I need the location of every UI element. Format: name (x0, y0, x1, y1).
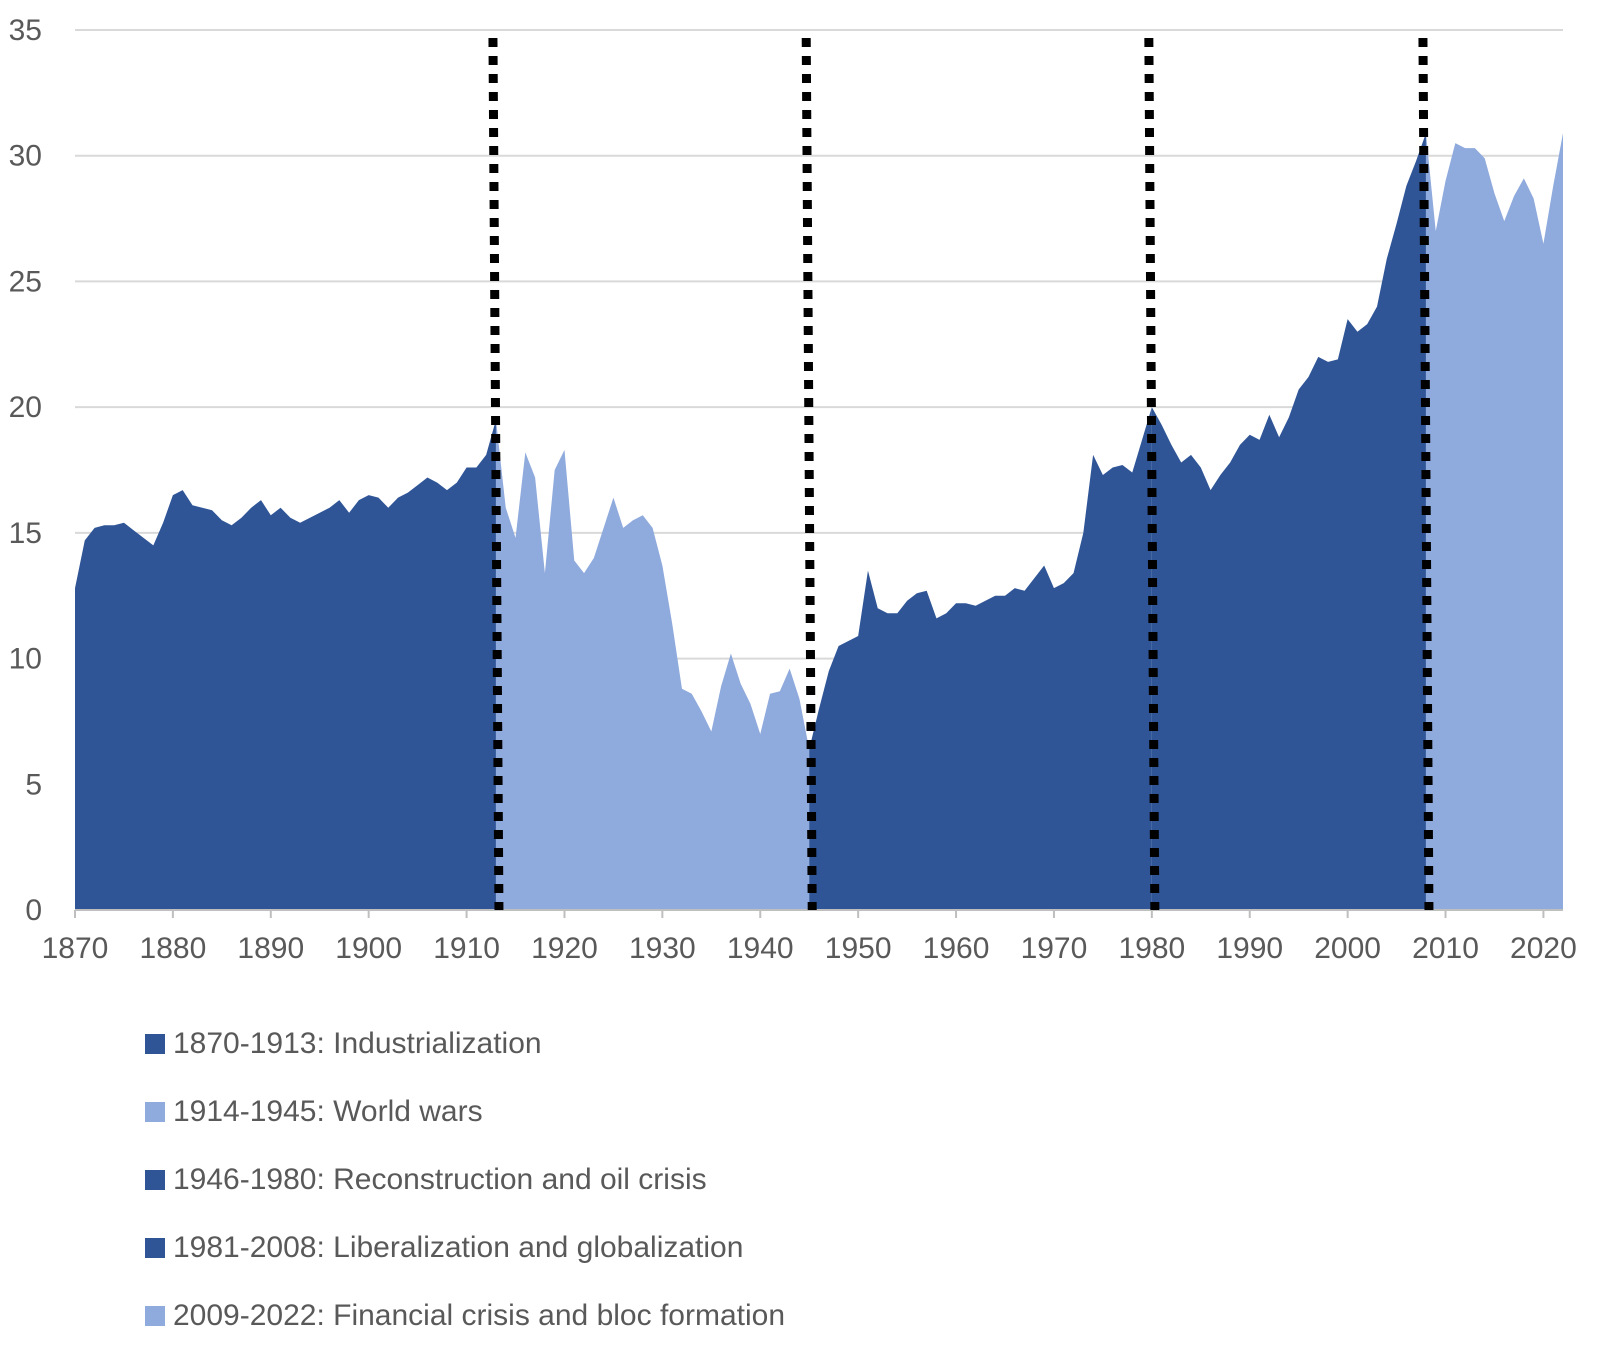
x-tick-label: 2010 (1412, 932, 1479, 965)
y-tick-labels: 0 5 10 15 20 25 30 35 (9, 14, 42, 927)
x-tick-label: 1870 (42, 932, 109, 965)
x-tick-label: 1900 (335, 932, 402, 965)
period-divider (1144, 37, 1160, 911)
x-tick-label: 1920 (531, 932, 598, 965)
y-tick-label: 20 (9, 391, 42, 424)
y-tick-label: 30 (9, 140, 42, 173)
legend-label: 2009-2022: Financial crisis and bloc for… (173, 1299, 785, 1332)
legend-swatch (145, 1238, 165, 1258)
x-tick-labels: 1870 1880 1890 1900 1910 1920 1930 1940 1950 1960… (42, 932, 1577, 965)
period-divider (801, 37, 817, 911)
period-divider (1418, 37, 1434, 911)
y-tick-label: 0 (25, 894, 42, 927)
period-dividers (488, 37, 1434, 911)
legend-label: 1981-2008: Liberalization and globalizat… (173, 1231, 744, 1264)
series-areas (75, 133, 1563, 911)
legend: 1870-1913: Industrialization 1914-1945: … (145, 1010, 785, 1350)
x-tick-label: 1980 (1118, 932, 1185, 965)
legend-swatch (145, 1034, 165, 1054)
legend-label: 1914-1945: World wars (173, 1095, 483, 1128)
x-tick-label: 1940 (727, 932, 794, 965)
legend-item-world-wars: 1914-1945: World wars (145, 1078, 785, 1146)
series-area (809, 407, 1152, 910)
x-tick-label: 1950 (825, 932, 892, 965)
legend-item-liberalization: 1981-2008: Liberalization and globalizat… (145, 1214, 785, 1282)
legend-swatch (145, 1170, 165, 1190)
x-tick-label: 1990 (1216, 932, 1283, 965)
y-tick-label: 5 (25, 768, 42, 801)
y-tick-label: 10 (9, 643, 42, 676)
x-tick-label: 1930 (629, 932, 696, 965)
series-area (1425, 133, 1563, 911)
series-area (495, 419, 810, 910)
x-tick-label: 2000 (1314, 932, 1381, 965)
legend-label: 1870-1913: Industrialization (173, 1027, 542, 1060)
x-tick-label: 1880 (140, 932, 207, 965)
legend-item-reconstruction: 1946-1980: Reconstruction and oil crisis (145, 1146, 785, 1214)
x-tick-label: 1970 (1021, 932, 1088, 965)
x-axis (74, 909, 1563, 918)
y-tick-label: 35 (9, 14, 42, 47)
legend-item-industrialization: 1870-1913: Industrialization (145, 1010, 785, 1078)
legend-swatch (145, 1102, 165, 1122)
period-divider (488, 37, 504, 911)
series-area (1151, 133, 1426, 911)
x-tick-label: 2020 (1510, 932, 1577, 965)
legend-item-financial-crisis: 2009-2022: Financial crisis and bloc for… (145, 1282, 785, 1350)
legend-label: 1946-1980: Reconstruction and oil crisis (173, 1163, 707, 1196)
y-tick-label: 25 (9, 265, 42, 298)
x-tick-label: 1890 (237, 932, 304, 965)
legend-swatch (145, 1306, 165, 1326)
y-tick-label: 15 (9, 517, 42, 550)
series-area (75, 419, 496, 910)
x-tick-label: 1910 (433, 932, 500, 965)
x-tick-label: 1960 (923, 932, 990, 965)
